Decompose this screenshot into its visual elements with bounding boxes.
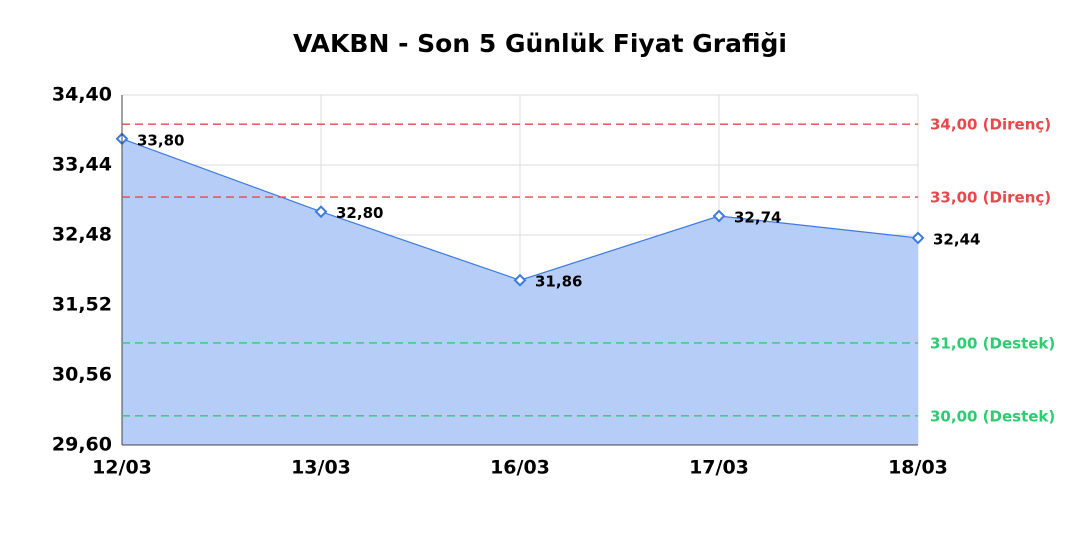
point bbox=[513, 273, 527, 287]
reference-label: 30,00 (Destek) bbox=[930, 407, 1055, 425]
point bbox=[314, 205, 328, 219]
chart-title: VAKBN - Son 5 Günlük Fiyat Grafiği bbox=[293, 29, 787, 58]
x-tick-label: 13/03 bbox=[291, 457, 351, 479]
data-label: 32,44 bbox=[933, 230, 980, 248]
y-tick-label: 31,52 bbox=[52, 294, 112, 316]
reference-label: 31,00 (Destek) bbox=[930, 334, 1055, 352]
y-tick-label: 30,56 bbox=[52, 364, 112, 386]
data-label: 33,80 bbox=[137, 131, 184, 149]
point bbox=[911, 231, 925, 245]
reference-label: 34,00 (Direnç) bbox=[930, 116, 1051, 134]
reference-label: 33,00 (Direnç) bbox=[930, 189, 1051, 207]
x-tick-label: 16/03 bbox=[490, 457, 550, 479]
y-tick-label: 33,44 bbox=[52, 154, 112, 176]
x-tick-label: 12/03 bbox=[92, 457, 152, 479]
x-tick-label: 17/03 bbox=[689, 457, 749, 479]
data-label: 32,74 bbox=[734, 209, 781, 227]
x-tick-label: 18/03 bbox=[888, 457, 948, 479]
data-label: 32,80 bbox=[336, 204, 383, 222]
y-tick-label: 29,60 bbox=[52, 434, 112, 456]
data-label: 31,86 bbox=[535, 273, 582, 291]
y-tick-label: 32,48 bbox=[52, 224, 112, 246]
point bbox=[712, 209, 726, 223]
y-tick-label: 34,40 bbox=[52, 84, 112, 106]
